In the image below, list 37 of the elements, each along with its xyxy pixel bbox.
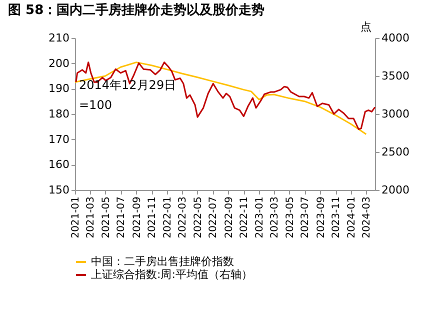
y2-tick-label: 2000 [382, 184, 410, 196]
y2-tick-label: 3000 [382, 108, 410, 120]
x-tick-label: 2021-05 [100, 196, 112, 238]
chart-title: 图 58：国内二手房挂牌价走势以及股价走势 [8, 2, 265, 18]
x-tick-label: 2023-05 [284, 196, 296, 238]
y-tick-label: 150 [48, 184, 70, 196]
y-tick-label: 200 [48, 56, 70, 70]
x-tick-label: 2023-01 [254, 196, 266, 238]
y2-tick-label: 2500 [382, 146, 410, 158]
y-tick-label: 170 [48, 132, 70, 146]
x-tick-label: 2024-01 [346, 196, 358, 238]
x-tick-label: 2021-09 [132, 196, 143, 238]
x-tick-label: 2023-03 [269, 196, 280, 238]
x-tick-label: 2021-01 [70, 196, 82, 238]
y2-tick-label: 4000 [382, 32, 410, 44]
x-tick-label: 2022-05 [192, 196, 204, 238]
x-tick-label: 2022-01 [162, 196, 174, 238]
y2-tick-label: 3500 [382, 70, 410, 82]
legend-label: 中国：二手房出售挂牌价指数 [91, 255, 234, 268]
legend-label: 上证综合指数:周:平均值（右轴） [91, 268, 252, 281]
x-tick-label: 2021-11 [147, 196, 158, 238]
y-tick-label: 160 [48, 158, 70, 172]
x-tick-label: 2021-03 [85, 196, 96, 238]
y-tick-label: 190 [48, 82, 70, 96]
x-tick-label: 2022-07 [208, 196, 220, 238]
x-tick-label: 2024-03 [362, 196, 373, 238]
x-tick-label: 2023-11 [331, 196, 342, 238]
y-tick-label: 180 [48, 108, 70, 120]
x-tick-label: 2022-11 [239, 196, 250, 238]
y-tick-label: 210 [48, 32, 70, 44]
x-tick-label: 2023-09 [316, 196, 327, 238]
x-tick-label: 2022-03 [177, 196, 188, 238]
x-tick-label: 2022-09 [224, 196, 235, 238]
x-tick-label: 2021-07 [116, 196, 128, 238]
x-tick-label: 2023-07 [300, 196, 312, 238]
y2-axis-title: 点 [360, 20, 372, 34]
annotation: 2014年12月29日 =100 [79, 78, 176, 112]
